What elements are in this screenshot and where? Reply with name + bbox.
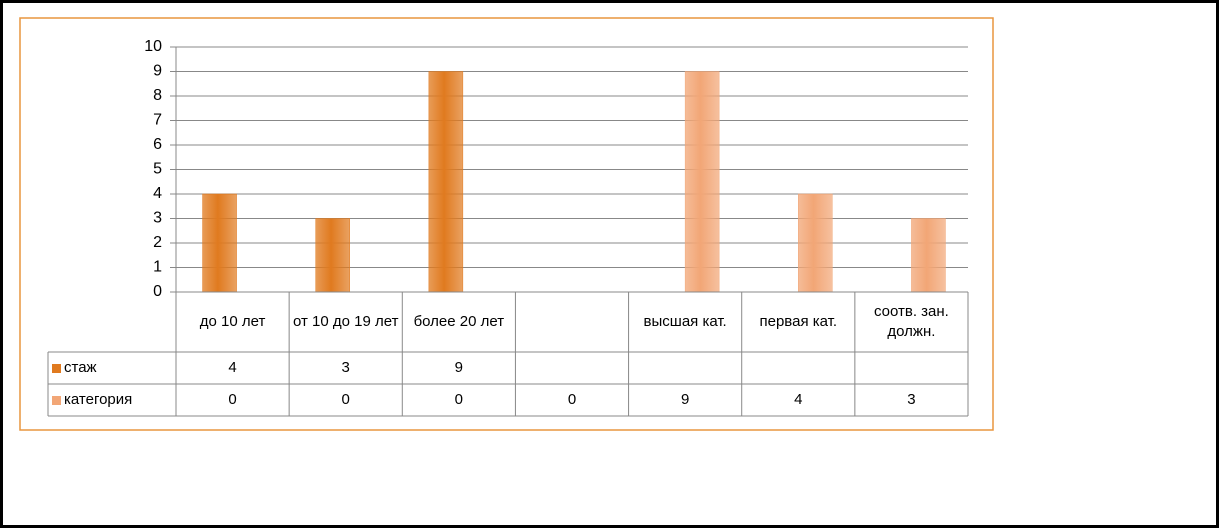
y-tick-label: 0 [153,283,162,300]
legend-label: категория [64,390,133,408]
x-tick-label: от 10 до 19 лет [292,312,399,330]
y-tick-label: 2 [153,234,162,251]
y-tick-label: 3 [153,210,162,227]
bar [684,71,720,293]
legend-entry: категория [48,384,176,416]
bar [202,193,237,293]
x-tick-label: высшая кат. [643,312,727,330]
chart-frame [19,17,994,431]
y-tick-label: 8 [153,87,162,104]
legend-label: стаж [64,358,97,376]
table-value [855,352,968,384]
x-tick-label: более 20 лет [413,312,505,330]
table-value: 3 [341,358,350,376]
legend-swatch [52,395,61,405]
table-value [629,352,742,384]
x-tick-label [515,292,628,352]
y-tick-label: 6 [153,136,162,153]
x-tick-label: первая кат. [759,312,838,330]
y-tick-label: 7 [153,112,162,129]
chart: 0 1 2 3 4 5 6 7 8 9 10 [19,17,994,431]
bar [428,71,464,293]
legend-entry: стаж [48,352,176,384]
x-tick-label: до 10 лет [199,312,266,330]
table-value: 4 [228,358,237,376]
table-value: 3 [907,390,916,408]
table-value: 9 [454,358,464,376]
table-value: 0 [228,390,237,408]
table-value [742,352,855,384]
y-tick-label: 1 [153,259,162,276]
table-value: 0 [341,390,350,408]
bar [911,218,946,293]
y-tick-label: 10 [144,38,162,55]
table-value: 0 [454,390,464,408]
y-tick-label: 9 [153,63,162,80]
legend-swatch [52,363,61,373]
table-value: 9 [680,390,690,408]
y-tick-label: 5 [153,161,162,178]
y-tick-label: 4 [153,185,162,202]
table-value: 4 [794,390,803,408]
x-tick-label: соотв. зан. должн. [873,302,949,340]
bar [315,218,350,293]
table-value: 0 [567,390,577,408]
bar [798,193,833,293]
table-value [515,352,628,384]
